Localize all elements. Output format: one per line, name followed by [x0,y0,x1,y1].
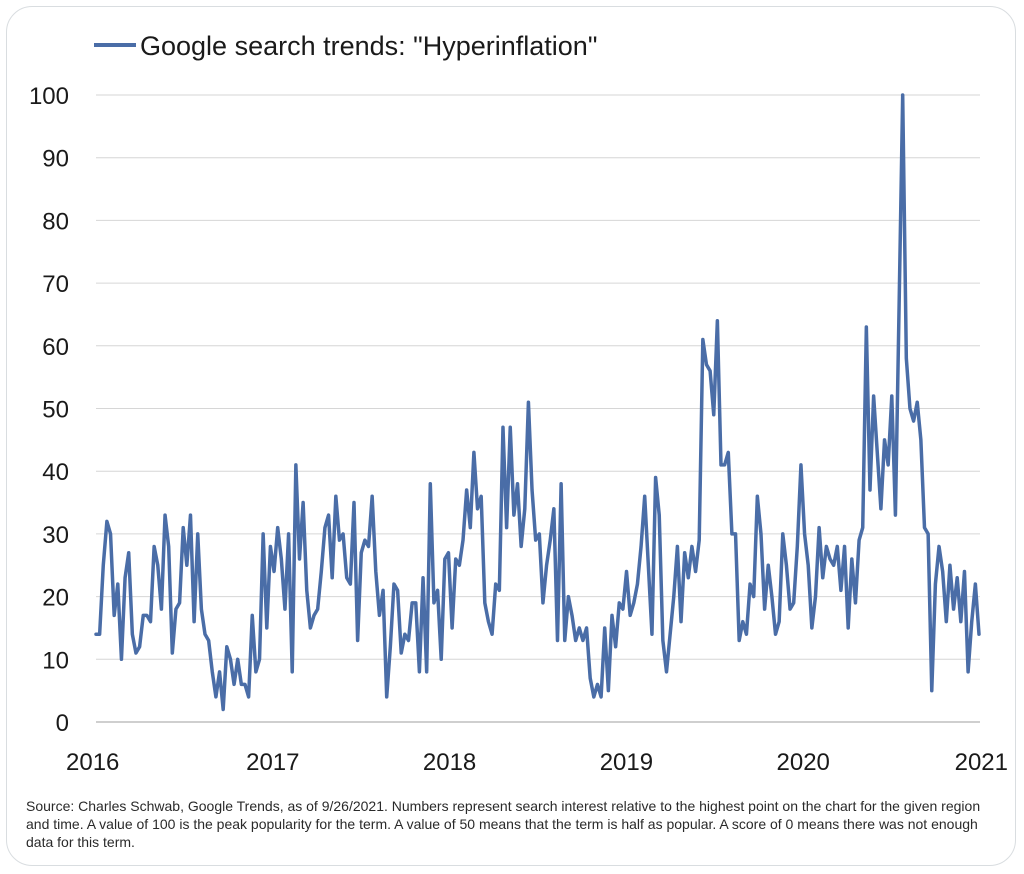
y-tick-label: 20 [42,585,69,612]
source-note: Source: Charles Schwab, Google Trends, a… [26,798,981,850]
x-axis-ticks: 2016 2017 2018 2019 2020 2021 [66,749,1008,776]
y-tick-label: 0 [56,710,69,737]
series-line-hyperinflation [94,93,981,712]
x-tick-label: 2018 [423,749,476,776]
y-tick-label: 60 [42,334,69,361]
y-tick-label: 80 [42,208,69,235]
x-tick-label: 2016 [66,749,119,776]
gridlines [96,94,980,660]
y-tick-label: 100 [29,83,69,110]
y-tick-label: 90 [42,146,69,173]
y-tick-label: 10 [42,647,69,674]
legend: Google search trends: "Hyperinflation" [94,31,597,61]
y-tick-label: 40 [42,459,69,486]
x-tick-label: 2019 [600,749,653,776]
legend-label: Google search trends: "Hyperinflation" [140,31,597,61]
y-tick-label: 30 [42,522,69,549]
y-tick-label: 50 [42,397,69,424]
x-tick-label: 2017 [246,749,299,776]
x-tick-label: 2020 [777,749,830,776]
x-tick-label: 2021 [955,749,1008,776]
y-axis-ticks: 0 10 20 30 40 50 60 70 80 90 100 [29,83,69,737]
y-tick-label: 70 [42,271,69,298]
